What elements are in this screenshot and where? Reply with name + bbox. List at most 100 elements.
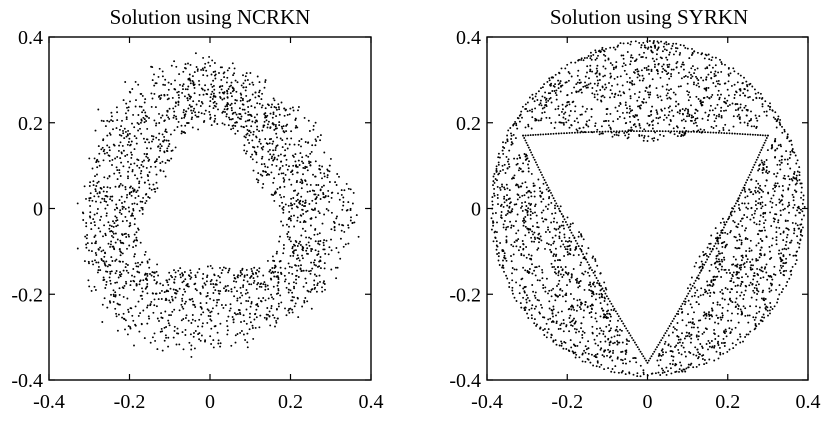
scatter-point <box>274 270 277 273</box>
scatter-point <box>728 269 730 271</box>
scatter-point <box>762 297 765 300</box>
scatter-point <box>145 286 148 289</box>
scatter-point <box>665 366 668 369</box>
scatter-point <box>292 155 295 158</box>
scatter-point <box>292 164 295 167</box>
scatter-point <box>141 208 144 211</box>
scatter-point <box>528 202 530 205</box>
scatter-point <box>713 113 716 116</box>
scatter-point <box>699 128 702 131</box>
scatter-point <box>670 47 673 50</box>
scatter-point <box>497 173 500 176</box>
scatter-point <box>775 185 778 187</box>
scatter-point <box>526 227 529 230</box>
scatter-point <box>651 105 654 108</box>
scatter-point <box>620 351 623 353</box>
scatter-point <box>729 331 732 334</box>
scatter-point <box>183 114 186 116</box>
scatter-point <box>755 207 758 210</box>
scatter-point <box>287 204 290 207</box>
scatter-point <box>613 335 616 338</box>
scatter-point <box>631 56 634 59</box>
scatter-point <box>536 279 539 282</box>
scatter-point <box>122 269 125 272</box>
scatter-point <box>752 289 755 292</box>
scatter-point <box>322 196 325 199</box>
scatter-point <box>576 280 578 282</box>
scatter-point <box>110 119 113 122</box>
scatter-point <box>802 194 805 197</box>
scatter-point <box>119 271 122 274</box>
scatter-point <box>760 246 763 249</box>
scatter-point <box>139 127 141 130</box>
scatter-point <box>199 105 202 107</box>
scatter-point <box>710 59 713 62</box>
scatter-point <box>112 236 115 239</box>
scatter-point <box>264 107 267 110</box>
scatter-point <box>702 254 705 257</box>
scatter-point <box>110 115 113 118</box>
scatter-point <box>600 329 603 332</box>
scatter-point <box>186 283 189 286</box>
scatter-point <box>174 146 177 149</box>
scatter-point <box>778 185 781 188</box>
scatter-point <box>509 211 512 214</box>
scatter-point <box>710 307 713 310</box>
scatter-point <box>700 76 703 79</box>
scatter-point <box>682 61 684 64</box>
scatter-point <box>493 172 496 175</box>
scatter-point <box>132 209 135 212</box>
scatter-point <box>541 111 544 114</box>
scatter-point <box>709 104 712 107</box>
scatter-point <box>604 59 607 62</box>
scatter-point <box>687 299 690 302</box>
scatter-point <box>763 160 766 163</box>
scatter-point <box>702 250 705 253</box>
scatter-point <box>646 140 649 142</box>
scatter-point <box>221 85 224 87</box>
scatter-point <box>547 328 550 331</box>
scatter-point <box>556 221 558 224</box>
scatter-point <box>667 43 670 45</box>
scatter-point <box>255 308 258 311</box>
scatter-point <box>539 99 542 102</box>
scatter-point <box>713 328 716 331</box>
scatter-point <box>329 157 332 160</box>
scatter-point <box>788 253 791 256</box>
scatter-point <box>197 111 200 114</box>
scatter-point <box>714 64 717 67</box>
scatter-point <box>156 348 159 351</box>
scatter-point <box>678 368 681 371</box>
scatter-point <box>755 223 758 226</box>
scatter-point <box>736 303 739 306</box>
scatter-point <box>741 311 743 314</box>
scatter-point <box>211 85 214 88</box>
scatter-point <box>695 335 698 338</box>
scatter-point <box>297 109 299 112</box>
scatter-point <box>213 88 216 91</box>
scatter-point <box>671 45 674 47</box>
scatter-point <box>708 109 711 112</box>
scatter-point <box>761 169 764 172</box>
scatter-point <box>675 50 678 53</box>
scatter-point <box>680 119 683 122</box>
scatter-point <box>129 163 132 166</box>
scatter-point <box>315 202 318 205</box>
scatter-point <box>199 302 202 305</box>
scatter-point <box>785 248 788 251</box>
scatter-point <box>553 127 556 129</box>
scatter-point <box>112 128 114 131</box>
scatter-point <box>642 41 645 44</box>
scatter-point <box>754 316 757 319</box>
scatter-point <box>564 105 567 108</box>
scatter-point <box>531 263 533 266</box>
scatter-point <box>697 356 700 358</box>
scatter-point <box>754 114 757 117</box>
scatter-point <box>507 163 510 166</box>
scatter-point <box>625 131 628 134</box>
scatter-point <box>758 256 761 259</box>
scatter-point <box>741 109 744 112</box>
scatter-point <box>567 79 570 82</box>
scatter-point <box>606 312 609 315</box>
scatter-point <box>103 200 106 203</box>
